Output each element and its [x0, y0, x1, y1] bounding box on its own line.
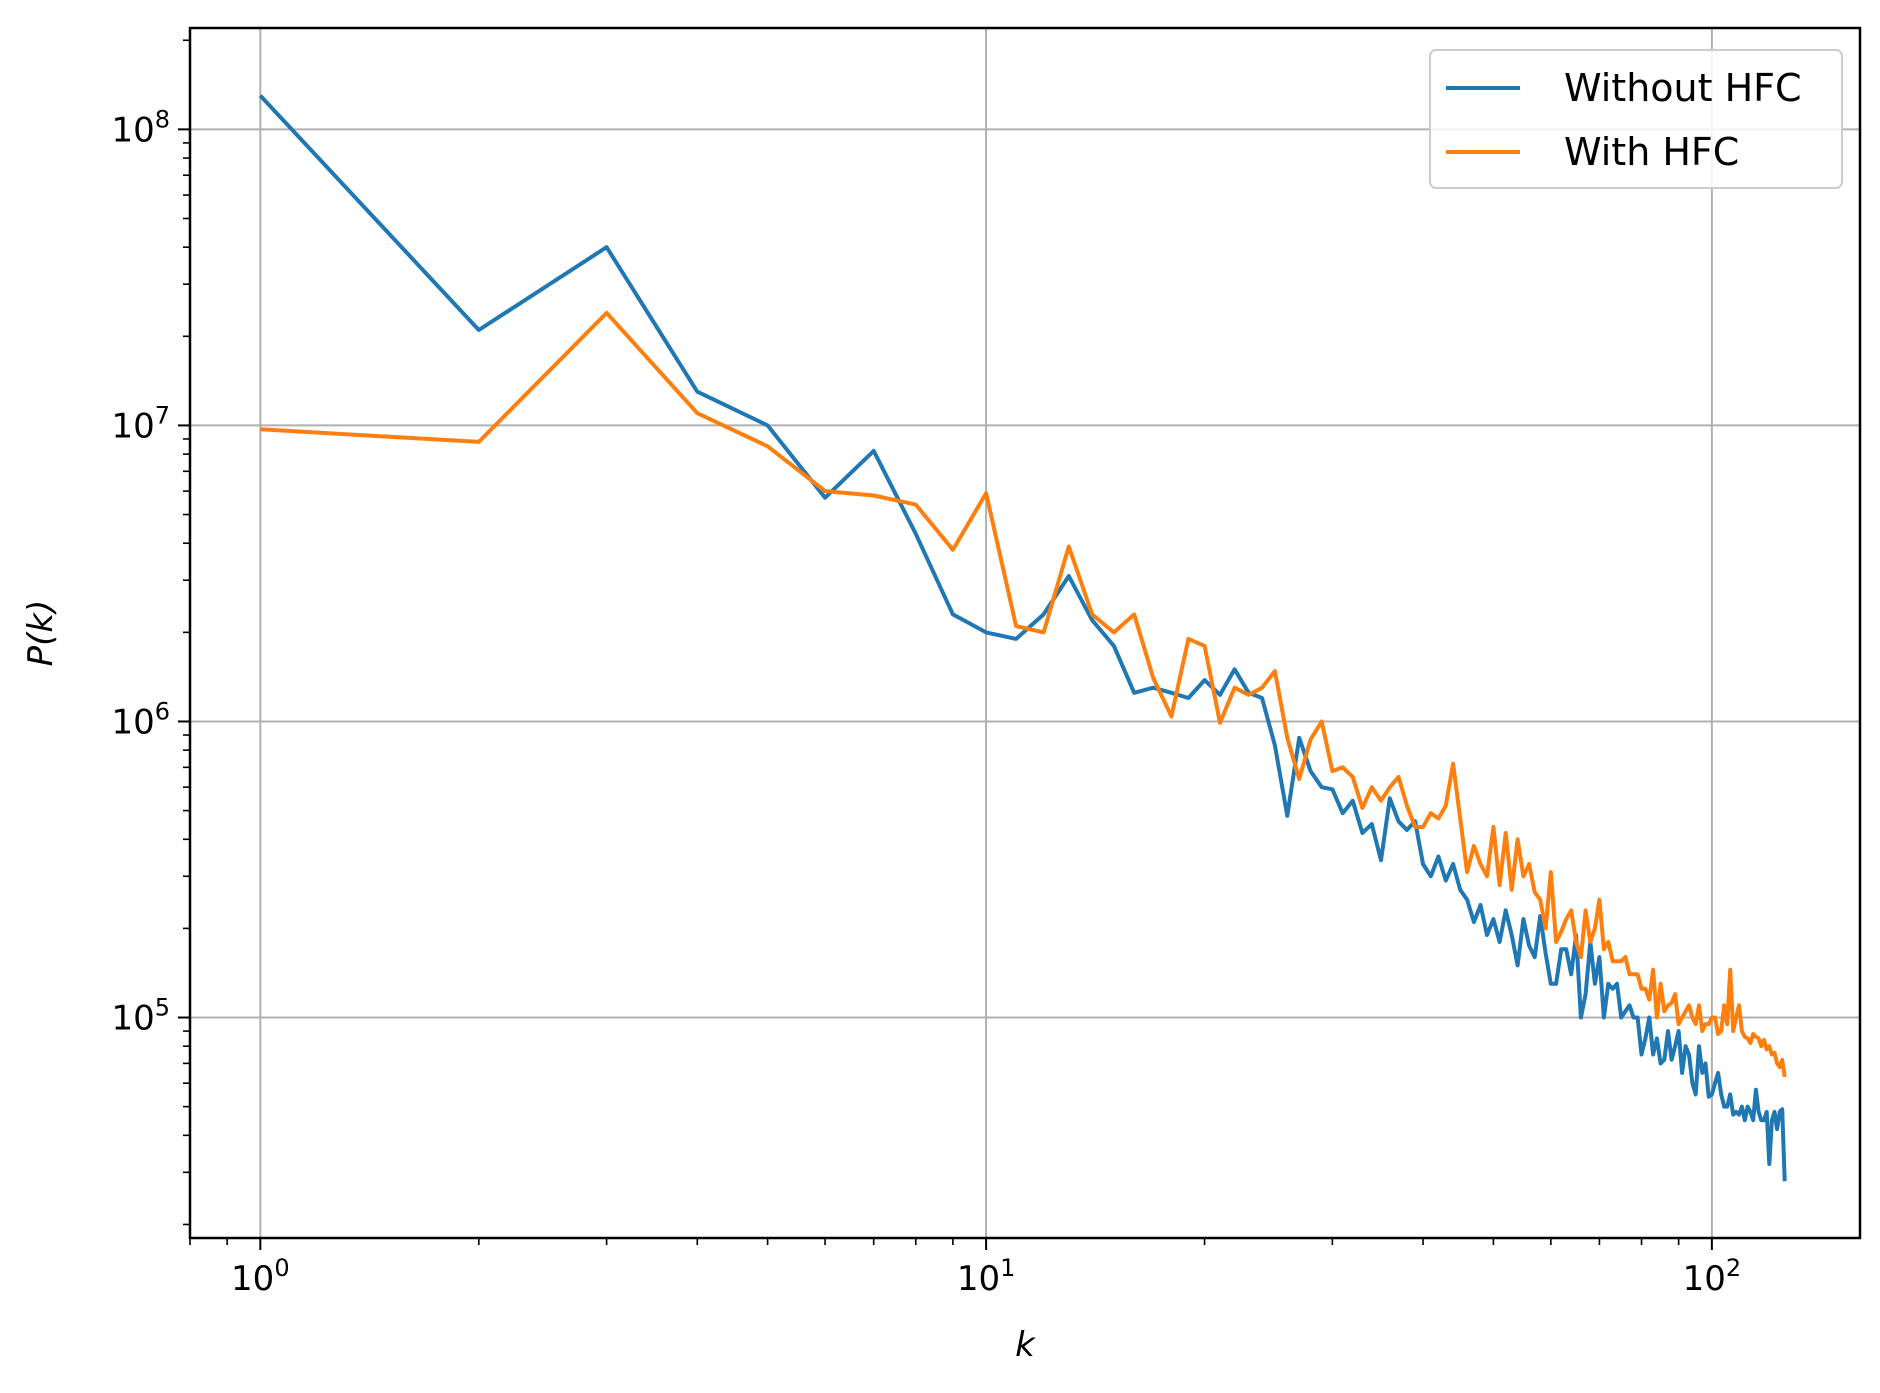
x-tick-label: 102 — [1683, 1254, 1742, 1299]
y-tick-label: 106 — [111, 697, 170, 742]
x-axis: 100 101 102 — [231, 1238, 1741, 1299]
y-axis: 105 106 107 108 — [111, 105, 190, 1039]
legend: Without HFC With HFC — [1429, 49, 1843, 189]
plot-frame — [188, 26, 1862, 1240]
legend-label: With HFC — [1564, 130, 1739, 174]
x-axis-label: k — [1015, 1325, 1036, 1365]
y-tick-label: 107 — [111, 401, 170, 446]
x-tick-label: 100 — [231, 1254, 290, 1299]
x-tick-label: 101 — [957, 1254, 1016, 1299]
legend-box — [1429, 49, 1843, 189]
grid — [190, 28, 1860, 1238]
series-line-2 — [260, 310, 1787, 1078]
y-axis-label: P(k) — [21, 600, 61, 667]
y-tick-label: 105 — [111, 994, 170, 1039]
y-tick-label: 108 — [111, 105, 170, 150]
series-line-1 — [258, 94, 1787, 1182]
legend-label: Without HFC — [1564, 66, 1802, 110]
series-layer — [258, 94, 1787, 1182]
